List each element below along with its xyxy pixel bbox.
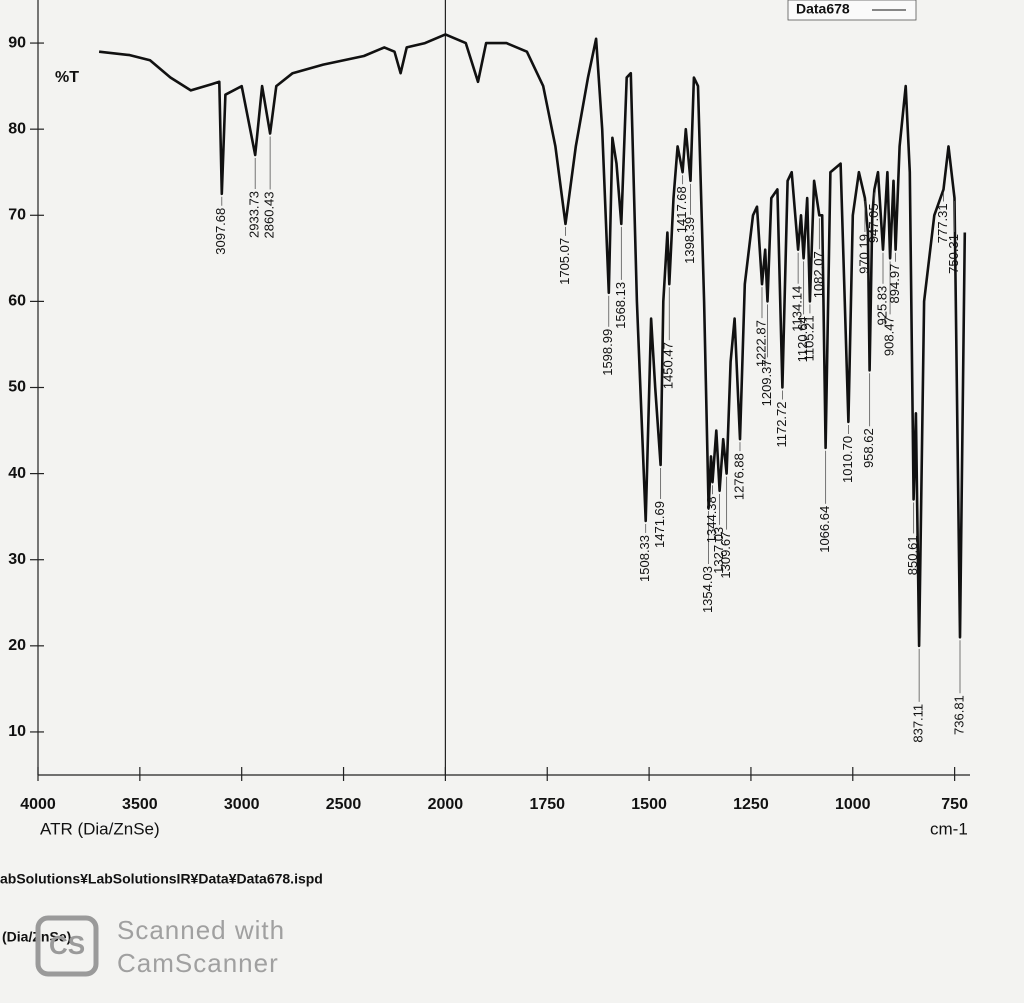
x-axis-unit: cm-1 [930,819,968,838]
peak-label: 1450.47 [661,342,676,389]
x-tick-label: 1000 [835,796,871,813]
peak-label: 1066.64 [817,506,832,553]
x-axis-label: ATR (Dia/ZnSe) [40,819,160,838]
peak-label: 1568.13 [613,282,628,329]
spectrum-line [98,33,967,648]
x-tick-label: 2000 [428,796,464,813]
legend-box [787,0,917,21]
y-tick-label: 60 [8,293,26,310]
peak-label: 1276.88 [731,453,746,500]
y-tick-label: 50 [8,379,26,396]
peak-label: 1209.37 [759,359,774,406]
x-tick-label: 4000 [20,796,56,813]
peak-label: 750.31 [946,234,961,274]
x-tick-label: 750 [941,796,968,813]
peak-label: 1172.72 [774,402,789,448]
peak-label: 970.19 [856,234,871,274]
y-tick-label: 90 [8,34,26,51]
x-tick-label: 3000 [224,796,260,813]
peak-label: 1417.68 [674,186,689,233]
peak-label: 837.11 [911,704,926,743]
peak-label: 1508.33 [637,535,652,582]
y-tick-label: 80 [8,120,26,137]
legend-label: Data678 [796,1,850,17]
peak-label: 850.61 [905,535,920,575]
peak-label: 894.97 [887,264,902,304]
peak-label: 1398.39 [682,217,697,264]
peak-label: 1010.70 [840,436,855,483]
x-tick-label: 1500 [631,796,667,813]
peak-label: 1082.07 [811,251,826,298]
peak-label: 1344.38 [704,496,719,543]
y-tick-label: 40 [8,465,26,482]
y-tick-label: 30 [8,551,26,568]
watermark-line: CamScanner [117,948,279,978]
peak-label: 736.81 [951,695,966,735]
peak-label: 3097.68 [213,208,228,255]
peak-label: 1327.03 [711,527,726,574]
peak-label: 1222.87 [753,320,768,367]
peak-label: 1354.03 [700,566,715,613]
peak-label: 777.31 [935,203,950,243]
y-tick-label: 20 [8,637,26,654]
peak-label: 1309.67 [718,532,733,579]
peak-label: 1134.14 [790,286,805,332]
peak-label: 925.83 [874,286,889,326]
x-tick-label: 2500 [326,796,362,813]
peak-label: 1120.64 [795,316,810,362]
peak-label: 2933.73 [247,191,262,238]
peak-label: 1105.21 [801,315,816,361]
x-tick-label: 1750 [529,796,565,813]
peak-label: 908.47 [882,316,897,356]
footer-path: abSolutions¥LabSolutionsIR¥Data¥Data678.… [0,871,323,887]
peak-label: 1471.69 [652,501,667,548]
scanner-logo [35,915,99,977]
x-tick-label: 3500 [122,796,158,813]
peak-label: 1705.07 [557,238,572,285]
y-tick-label: 70 [8,206,26,223]
peak-label: 958.62 [861,428,876,468]
peak-label: 1598.99 [600,329,615,376]
y-axis-label: %T [55,69,79,86]
peak-label: 947.05 [866,203,881,243]
y-tick-label: 10 [8,723,26,740]
x-tick-label: 1250 [733,796,769,813]
watermark-line: Scanned with [117,915,285,945]
scanner-logo-text: CS [49,930,85,960]
peak-label: 2860.43 [262,191,277,238]
